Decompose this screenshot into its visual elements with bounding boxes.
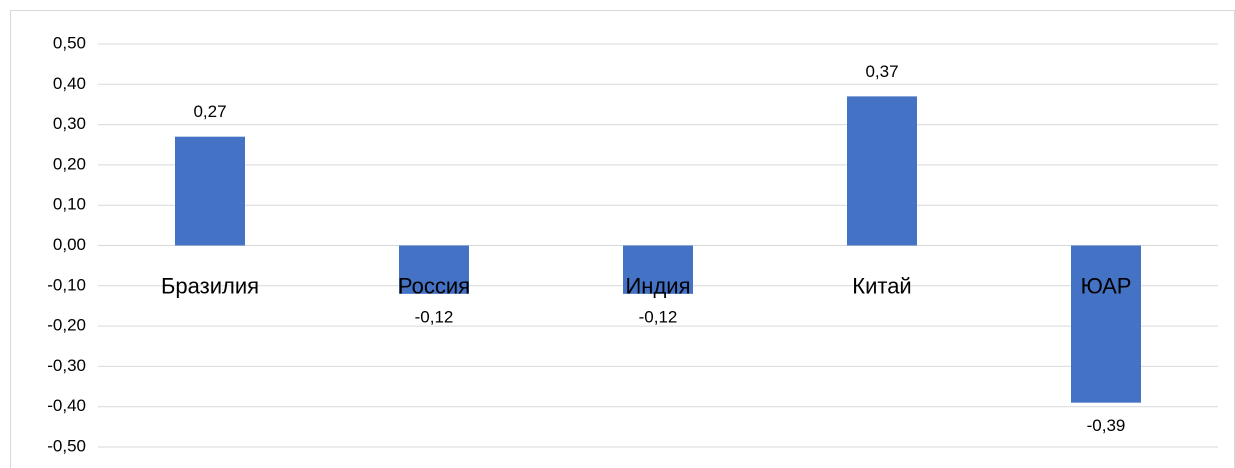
value-label: -0,12	[639, 307, 678, 326]
y-tick-label: 0,50	[53, 33, 86, 52]
x-tick-label: Россия	[398, 273, 470, 298]
y-tick-label: 0,40	[53, 74, 86, 93]
value-label: 0,37	[865, 62, 898, 81]
y-tick-label: -0,20	[47, 316, 86, 335]
y-tick-label: 0,30	[53, 114, 86, 133]
x-tick-label: ЮАР	[1081, 273, 1132, 298]
y-tick-label: -0,10	[47, 275, 86, 294]
bar	[1071, 245, 1141, 403]
y-tick-label: 0,10	[53, 195, 86, 214]
x-tick-label: Индия	[625, 273, 690, 298]
value-label: 0,27	[193, 102, 226, 121]
y-tick-label: 0,20	[53, 154, 86, 173]
y-tick-label: -0,50	[47, 436, 86, 455]
value-label: -0,12	[415, 307, 454, 326]
bar	[623, 245, 693, 294]
bar	[399, 245, 469, 294]
bar	[847, 96, 917, 246]
x-tick-label: Китай	[852, 273, 911, 298]
value-label: -0,39	[1087, 416, 1126, 435]
y-tick-label: -0,30	[47, 356, 86, 375]
y-tick-label: 0,00	[53, 235, 86, 254]
y-tick-label: -0,40	[47, 396, 86, 415]
x-tick-label: Бразилия	[161, 273, 259, 298]
bar	[175, 136, 245, 246]
